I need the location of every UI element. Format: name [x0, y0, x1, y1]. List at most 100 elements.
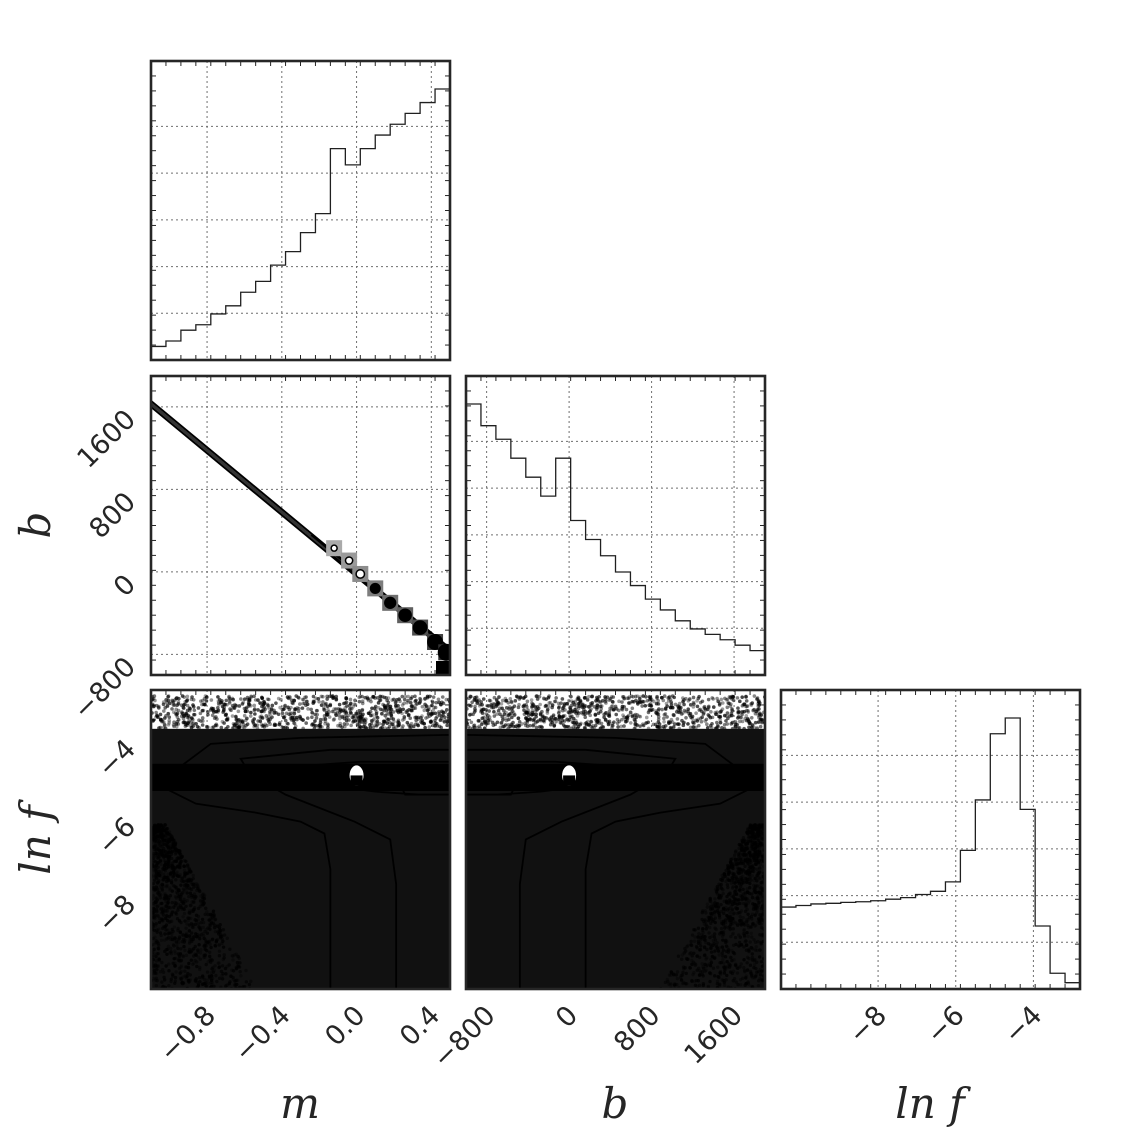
sample-point	[724, 938, 728, 943]
sample-point	[354, 716, 359, 721]
sample-point	[163, 932, 167, 936]
sample-point	[304, 703, 308, 708]
sample-point	[738, 914, 742, 919]
sample-point	[740, 880, 745, 884]
sample-point	[542, 697, 547, 701]
sample-point	[165, 906, 169, 910]
sample-point	[661, 698, 666, 703]
sample-point	[523, 694, 528, 699]
sample-point	[711, 705, 716, 709]
sample-point	[569, 703, 574, 708]
sample-point	[230, 954, 234, 958]
sample-point	[327, 715, 332, 719]
sample-point	[672, 972, 676, 976]
sample-point	[525, 699, 530, 704]
sample-point	[606, 722, 611, 727]
sample-point	[574, 706, 579, 710]
sample-point	[510, 706, 515, 710]
sample-point	[628, 701, 632, 705]
sample-point	[557, 704, 562, 709]
sample-point	[721, 957, 725, 962]
sample-point	[223, 984, 228, 988]
sample-point	[703, 719, 707, 723]
sample-point	[521, 704, 526, 709]
sample-point	[218, 928, 222, 933]
sample-point	[695, 699, 699, 703]
sample-point	[747, 915, 752, 920]
sample-point	[691, 720, 695, 725]
sample-point	[722, 872, 726, 877]
sample-point	[684, 956, 689, 961]
sample-point	[184, 723, 189, 728]
sample-point	[482, 719, 487, 723]
sample-point	[718, 972, 723, 976]
sample-point	[171, 870, 176, 874]
sample-point	[301, 718, 305, 722]
sample-point	[683, 981, 688, 986]
sample-point	[326, 707, 330, 712]
sample-point	[319, 703, 324, 707]
sample-point	[152, 704, 156, 708]
sample-point	[590, 694, 594, 699]
sample-point	[708, 946, 713, 951]
sample-point	[496, 701, 501, 705]
sample-point	[759, 842, 764, 847]
sample-point	[210, 980, 215, 985]
sample-point	[182, 864, 186, 868]
sample-point	[178, 952, 183, 956]
sample-point	[191, 882, 196, 886]
sample-point	[159, 862, 163, 866]
sample-point	[681, 711, 685, 715]
sample-point	[295, 717, 299, 722]
b-x-tick-label: 0	[550, 1000, 584, 1034]
sample-point	[567, 717, 572, 722]
sample-point	[154, 888, 159, 892]
sample-point	[198, 889, 202, 894]
sample-point	[540, 715, 545, 719]
sample-point	[655, 724, 659, 729]
sample-point	[758, 724, 763, 729]
sample-point	[613, 704, 618, 709]
sample-point	[556, 701, 561, 706]
sample-point	[709, 921, 713, 926]
sample-point	[730, 865, 734, 870]
sample-point	[292, 721, 296, 725]
sample-point	[337, 713, 341, 718]
sample-point	[216, 710, 220, 714]
sample-point	[210, 938, 215, 942]
sample-point	[153, 899, 158, 904]
sample-point	[156, 904, 160, 908]
sample-point	[603, 717, 608, 722]
sample-point	[753, 876, 757, 880]
sample-point	[741, 916, 745, 920]
sample-point	[206, 712, 210, 717]
sample-point	[709, 710, 713, 714]
sample-point	[506, 717, 511, 722]
sample-point	[745, 968, 750, 972]
sample-point	[516, 716, 521, 721]
sample-point	[310, 710, 314, 715]
sample-point	[416, 723, 421, 728]
sample-point	[360, 720, 365, 724]
sample-point	[595, 703, 600, 707]
data-point	[344, 556, 354, 565]
sample-point	[722, 971, 727, 975]
sample-point	[715, 941, 719, 945]
sample-point	[701, 712, 706, 716]
sample-point	[349, 707, 354, 711]
sample-point	[181, 705, 185, 710]
sample-point	[589, 725, 594, 729]
sample-point	[499, 702, 504, 706]
sample-point	[206, 981, 211, 986]
sample-point	[504, 718, 509, 723]
sample-point	[395, 708, 399, 713]
sample-point	[756, 893, 760, 898]
sample-point	[246, 698, 251, 703]
sample-point	[374, 724, 379, 728]
sample-point	[178, 952, 183, 956]
sample-point	[198, 899, 203, 903]
sample-point	[199, 920, 203, 925]
sample-point	[163, 854, 168, 858]
sample-point	[287, 707, 292, 712]
sample-point	[750, 895, 755, 900]
